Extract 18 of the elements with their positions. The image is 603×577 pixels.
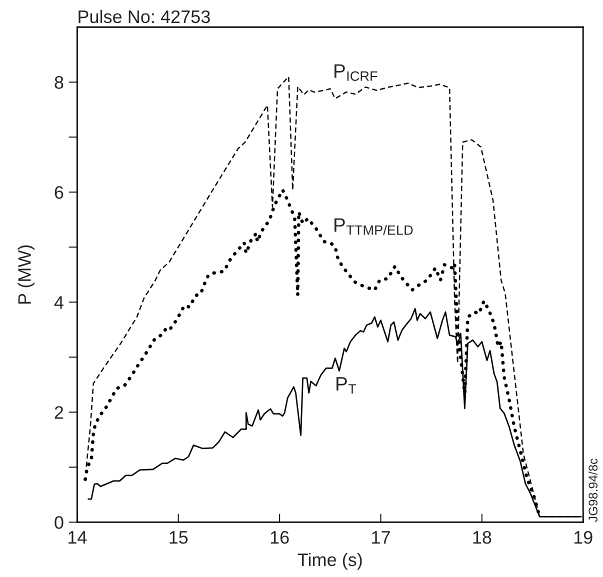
y-axis-title: P (MW) xyxy=(18,245,34,304)
series-label: P$_{T}$ xyxy=(336,377,356,394)
x-tick-label: 16 xyxy=(270,530,289,544)
x-tick-label: 18 xyxy=(473,530,492,544)
text: JG98.94/8c xyxy=(588,458,598,522)
x-tick-label: 14 xyxy=(68,531,87,544)
y-tick-label: 4 xyxy=(54,296,64,309)
chart-title: Pulse No: 42753 xyxy=(78,10,210,24)
x-tick-label: 17 xyxy=(372,531,390,544)
x-tick-label: 15 xyxy=(170,531,188,544)
y-tick-label: 0 xyxy=(54,516,64,529)
y-tick-label: 6 xyxy=(54,186,64,199)
y-tick-label: 2 xyxy=(54,406,64,419)
series-label: P$_{ICRF}$ xyxy=(334,64,378,81)
x-axis-title: Time (s) xyxy=(298,552,362,570)
y-tick-label: 8 xyxy=(54,76,64,89)
series-label: P$_{TTMP/ELD}$ xyxy=(334,218,413,235)
x-tick-label: 19 xyxy=(574,530,592,544)
